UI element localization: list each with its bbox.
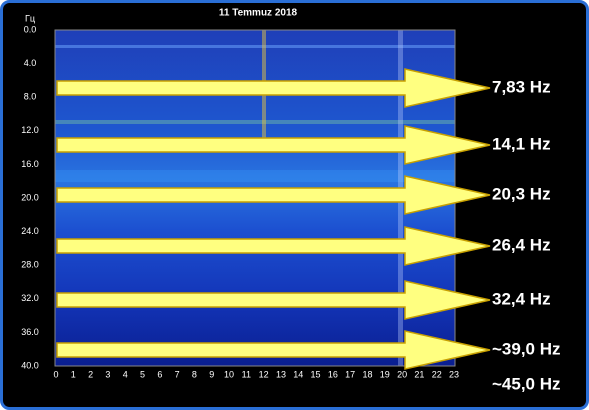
- band: [55, 120, 455, 124]
- y-tick-label: 8.0: [24, 92, 37, 102]
- frequency-label: 14,1 Hz: [492, 134, 551, 153]
- x-tick-label: 16: [328, 369, 338, 379]
- y-tick-label: 32.0: [21, 293, 39, 303]
- frequency-label: 26,4 Hz: [492, 235, 551, 254]
- arrow: [56, 280, 491, 320]
- x-tick-label: 7: [175, 369, 180, 379]
- title: 11 Temmuz 2018: [219, 8, 298, 19]
- x-tick-label: 2: [88, 369, 93, 379]
- x-tick-label: 15: [311, 369, 321, 379]
- x-tick-label: 11: [242, 369, 251, 379]
- x-tick-label: 22: [432, 369, 442, 379]
- y-tick-label: 4.0: [24, 58, 37, 68]
- y-tick-label: 12.0: [21, 125, 39, 135]
- y-tick-label: 36.0: [21, 327, 39, 337]
- x-tick-label: 19: [380, 369, 390, 379]
- x-tick-label: 13: [276, 369, 286, 379]
- y-unit: Гц: [25, 13, 35, 23]
- frequency-label: 32,4 Hz: [492, 289, 551, 308]
- x-tick-label: 0: [53, 369, 58, 379]
- x-tick-label: 5: [140, 369, 145, 379]
- x-tick-label: 4: [123, 369, 128, 379]
- x-tick-label: 21: [414, 369, 424, 379]
- x-tick-label: 14: [293, 369, 303, 379]
- arrow: [56, 175, 491, 215]
- y-tick-label: 28.0: [21, 260, 39, 270]
- x-tick-label: 18: [362, 369, 372, 379]
- arrow: [56, 125, 491, 165]
- frequency-label: ~39,0 Hz: [492, 339, 561, 358]
- x-tick-label: 17: [345, 369, 355, 379]
- x-tick-label: 8: [192, 369, 197, 379]
- arrow: [56, 330, 491, 370]
- y-tick-label: 16.0: [21, 159, 39, 169]
- x-tick-label: 9: [209, 369, 214, 379]
- y-tick-label: 40.0: [21, 360, 39, 370]
- frequency-label: 7,83 Hz: [492, 77, 551, 96]
- x-tick-label: 3: [105, 369, 110, 379]
- x-tick-label: 20: [397, 369, 407, 379]
- y-tick-label: 24.0: [21, 226, 39, 236]
- frequency-label: ~45,0 Hz: [492, 374, 561, 393]
- x-tick-label: 6: [157, 369, 162, 379]
- band: [55, 170, 455, 182]
- y-tick-label: 20.0: [21, 192, 39, 202]
- frequency-label: 20,3 Hz: [492, 184, 551, 203]
- arrow: [56, 68, 491, 108]
- x-tick-label: 23: [449, 369, 459, 379]
- x-tick-label: 10: [224, 369, 234, 379]
- arrow: [56, 226, 491, 266]
- x-tick-label: 1: [71, 369, 76, 379]
- x-tick-label: 12: [259, 369, 269, 379]
- y-tick-label: 0.0: [24, 24, 37, 34]
- band: [55, 45, 455, 48]
